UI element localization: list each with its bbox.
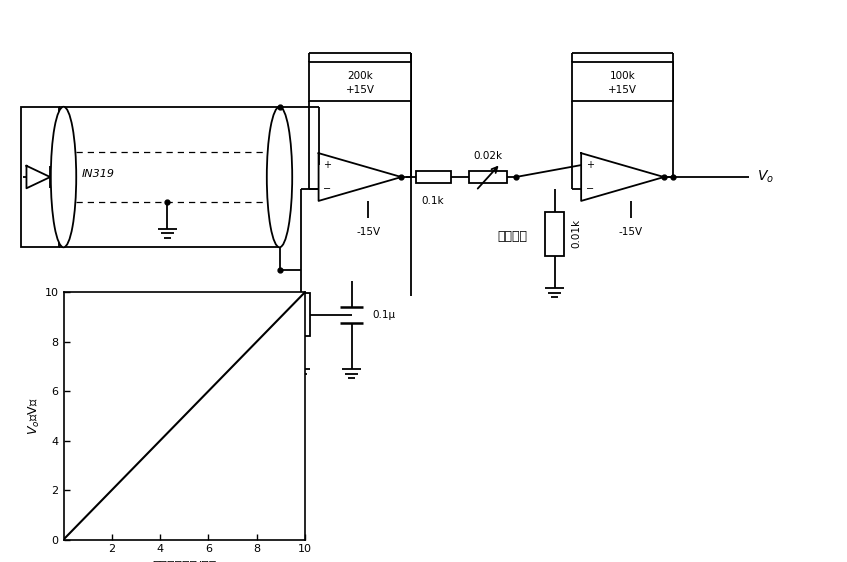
Bar bbox=[291, 293, 310, 336]
Bar bbox=[469, 171, 507, 183]
Bar bbox=[572, 62, 673, 101]
Text: 0.01k: 0.01k bbox=[571, 219, 581, 248]
Y-axis label: $V_o$（V）: $V_o$（V） bbox=[27, 397, 42, 434]
Text: 200k: 200k bbox=[347, 71, 373, 80]
Text: -15V: -15V bbox=[619, 227, 643, 237]
Text: 增益调节: 增益调节 bbox=[497, 229, 528, 243]
Bar bbox=[545, 212, 564, 256]
Text: 0.02k: 0.02k bbox=[473, 151, 503, 161]
Text: 0.1k: 0.1k bbox=[422, 196, 445, 206]
Text: +: + bbox=[585, 160, 594, 170]
Bar bbox=[21, 107, 59, 247]
Text: +15V: +15V bbox=[346, 85, 374, 95]
Text: 0.1μ: 0.1μ bbox=[373, 310, 396, 320]
Bar bbox=[64, 107, 280, 247]
Text: IN319: IN319 bbox=[82, 169, 115, 179]
Bar bbox=[309, 62, 411, 101]
Ellipse shape bbox=[51, 107, 76, 247]
Text: $V_o$: $V_o$ bbox=[757, 169, 774, 185]
Text: −: − bbox=[585, 184, 594, 194]
Text: 200k: 200k bbox=[274, 302, 285, 328]
Text: +15V: +15V bbox=[608, 85, 637, 95]
Text: +: + bbox=[323, 160, 331, 170]
Text: −: − bbox=[323, 184, 331, 194]
X-axis label: 剂量率（成瑞/分）: 剂量率（成瑞/分） bbox=[152, 560, 216, 562]
Ellipse shape bbox=[267, 107, 292, 247]
Text: -15V: -15V bbox=[357, 227, 380, 237]
Text: 100k: 100k bbox=[610, 71, 635, 80]
Bar bbox=[416, 171, 451, 183]
